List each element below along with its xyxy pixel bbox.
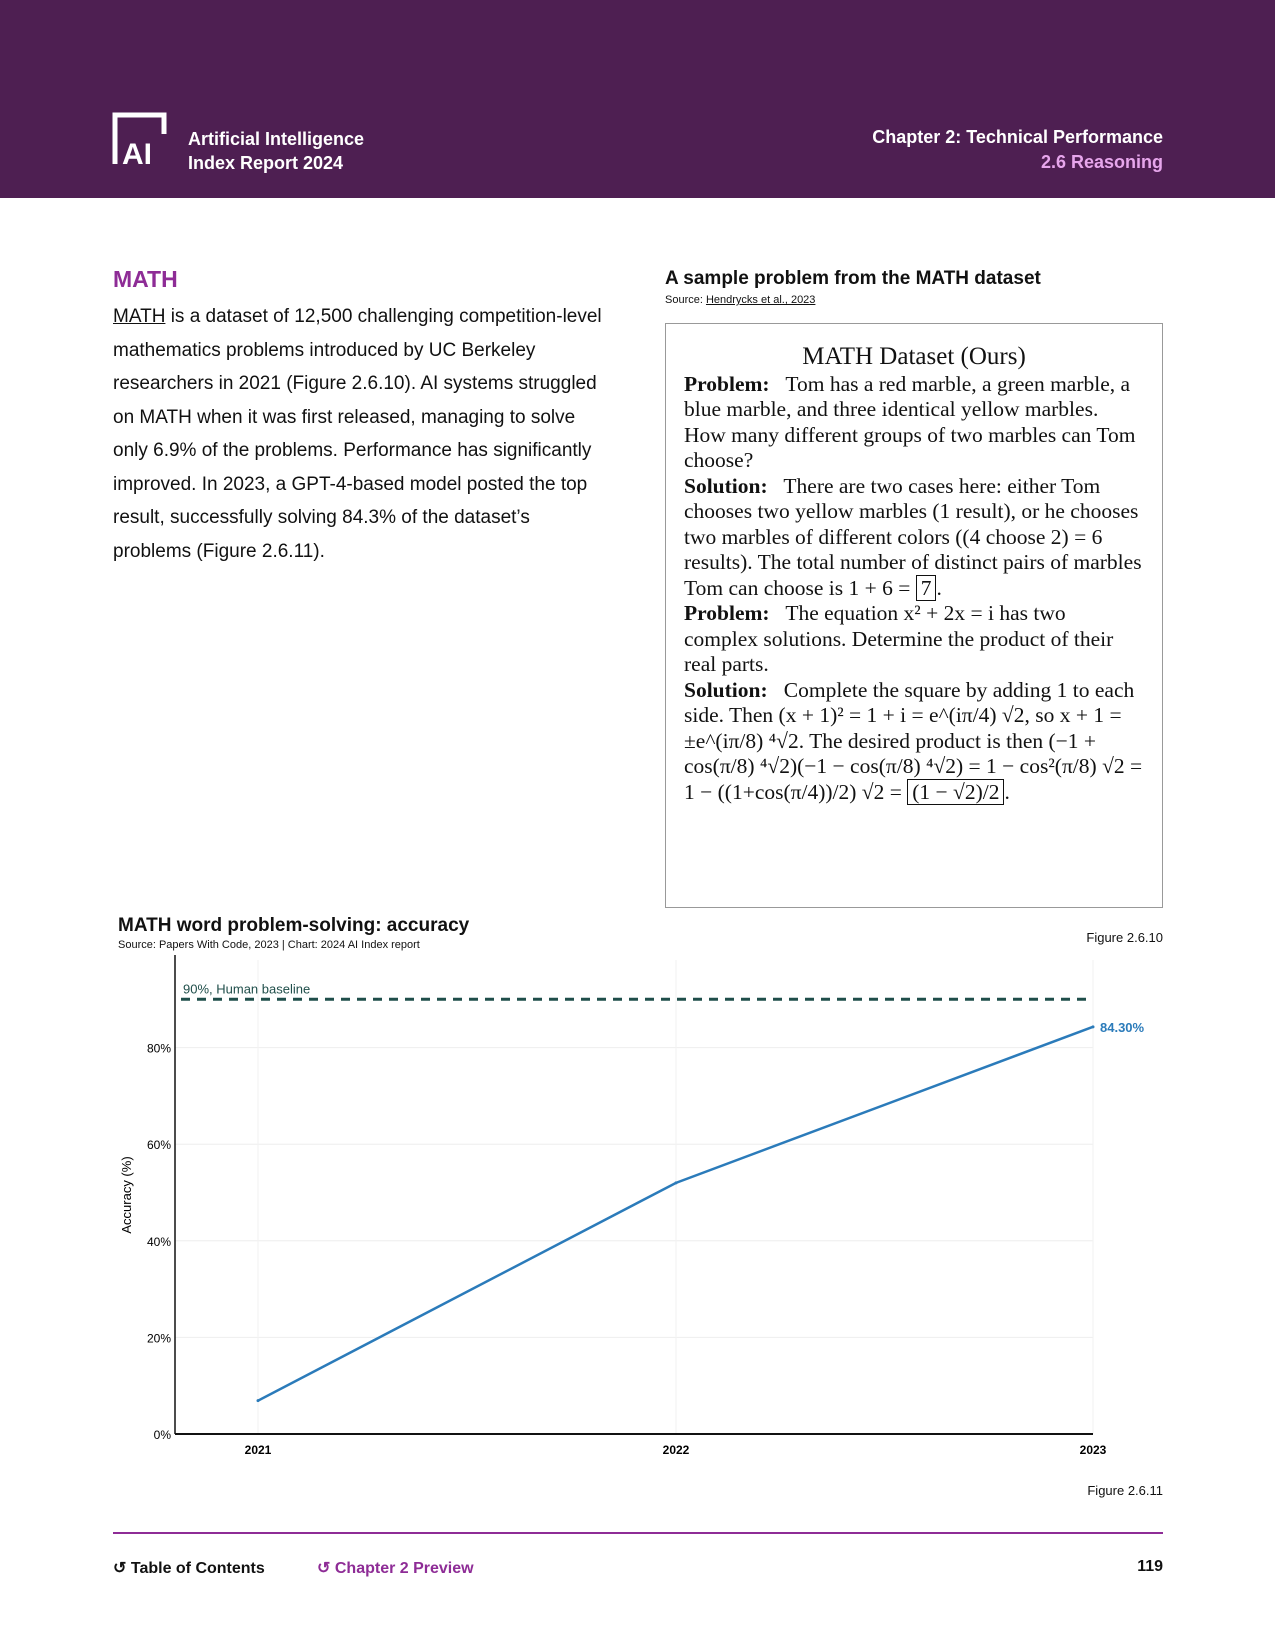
report-brand: Artificial Intelligence Index Report 202… [188, 127, 364, 175]
chapter-info: Chapter 2: Technical Performance 2.6 Rea… [872, 125, 1163, 175]
data-point [1091, 1025, 1095, 1029]
chart-source: Source: Papers With Code, 2023 | Chart: … [118, 939, 420, 951]
solution-text: Complete the square by adding 1 to each … [684, 677, 1143, 804]
math-link[interactable]: MATH [113, 306, 166, 327]
brand-line2: Index Report 2024 [188, 153, 344, 173]
page-number: 119 [1137, 1558, 1163, 1575]
problem-text: Tom has a red marble, a green marble, a … [684, 371, 1136, 473]
page-header: AI Artificial Intelligence Index Report … [0, 0, 1275, 198]
x-tick-label: 2021 [245, 1443, 272, 1457]
problem-label: Problem: [684, 371, 770, 396]
figure-label-1: Figure 2.6.10 [1086, 930, 1163, 945]
answer-box: (1 − √2)/2 [907, 778, 1005, 805]
solution-label: Solution: [684, 473, 768, 498]
problem-text: The equation x² + 2x = i has two complex… [684, 601, 1114, 676]
data-point [674, 1181, 678, 1185]
solution-label: Solution: [684, 677, 768, 702]
preview-label: Chapter 2 Preview [334, 1560, 474, 1577]
punct: . [936, 575, 942, 600]
y-tick-label: 60% [147, 1138, 171, 1152]
figure-source: Source: Hendrycks et al., 2023 [665, 294, 815, 306]
figure-label-2: Figure 2.6.11 [1087, 1483, 1163, 1498]
y-axis-title: Accuracy (%) [119, 1156, 134, 1233]
x-tick-label: 2023 [1080, 1443, 1107, 1457]
sample-problem-box: MATH Dataset (Ours) Problem: Tom has a r… [665, 323, 1163, 908]
chart-title: MATH word problem-solving: accuracy [118, 915, 470, 936]
line-chart: Accuracy (%) 0%20%40%60%80%2021 2022 2023 … [119, 955, 1145, 1457]
toc-link[interactable]: ↺ Table of Contents [113, 1560, 265, 1577]
y-tick-label: 40% [147, 1235, 171, 1249]
baseline-label: 90%, Human baseline [183, 981, 310, 996]
x-tick-label: 2022 [663, 1443, 690, 1457]
chapter-title: Chapter 2: Technical Performance [872, 127, 1163, 147]
source-link[interactable]: Hendrycks et al., 2023 [705, 294, 816, 306]
body-paragraph: MATH is a dataset of 12,500 challenging … [113, 300, 603, 568]
section-title: 2.6 Reasoning [1040, 152, 1163, 172]
chapter-preview-link[interactable]: ↺ Chapter 2 Preview [317, 1560, 474, 1577]
svg-text:AI: AI [122, 138, 152, 167]
paragraph-text: is a dataset of 12,500 challenging compe… [113, 306, 602, 562]
end-value-label: 84.30% [1100, 1020, 1145, 1035]
footer-divider [113, 1532, 1163, 1534]
source-prefix: Source: [665, 294, 706, 306]
data-point [256, 1399, 260, 1403]
ai-index-logo: AI [112, 112, 167, 167]
y-tick-label: 0% [154, 1428, 172, 1442]
y-tick-label: 20% [147, 1331, 171, 1345]
brand-line1: Artificial Intelligence [188, 129, 365, 149]
y-tick-label: 80% [147, 1042, 171, 1056]
toc-label: Table of Contents [130, 1560, 265, 1577]
box-title: MATH Dataset (Ours) [802, 343, 1026, 370]
problem-label: Problem: [684, 601, 770, 625]
solution-text: There are two cases here: either Tom cho… [684, 473, 1142, 600]
section-heading: MATH [113, 266, 178, 292]
answer-box: 7 [915, 574, 937, 601]
figure-title: A sample problem from the MATH dataset [665, 268, 1041, 289]
punct: . [1004, 779, 1010, 804]
